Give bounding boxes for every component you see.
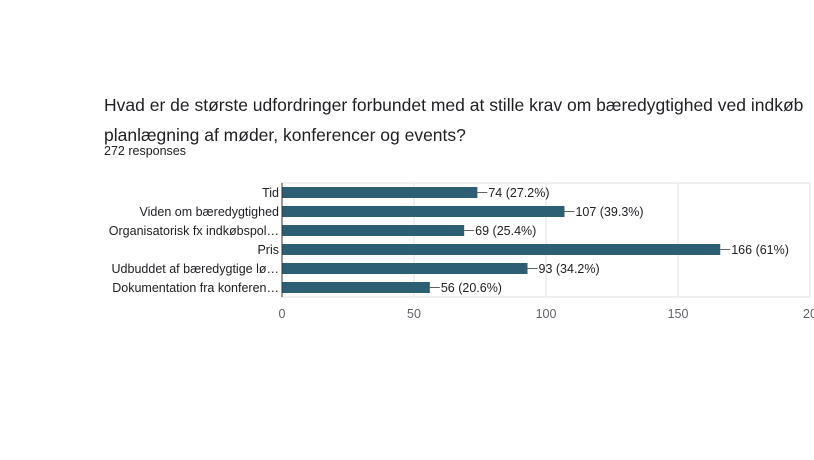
category-label: Dokumentation fra konferen… bbox=[112, 281, 279, 295]
question-title: Hvad er de største udfordringer forbunde… bbox=[104, 95, 804, 145]
x-tick-label: 150 bbox=[668, 307, 689, 321]
data-label: 74 (27.2%) bbox=[488, 186, 549, 200]
data-label: 107 (39.3%) bbox=[575, 205, 643, 219]
x-tick-label: 20 bbox=[803, 307, 814, 321]
x-tick-label: 50 bbox=[407, 307, 421, 321]
data-label: 93 (34.2%) bbox=[539, 262, 600, 276]
bar bbox=[282, 206, 565, 217]
bar bbox=[282, 263, 528, 274]
bar bbox=[282, 187, 478, 198]
bar bbox=[282, 244, 721, 255]
category-label: Viden om bæredygtighed bbox=[140, 205, 279, 219]
data-label: 56 (20.6%) bbox=[441, 281, 502, 295]
x-tick-label: 0 bbox=[279, 307, 286, 321]
category-label: Tid bbox=[262, 186, 279, 200]
category-label: Pris bbox=[257, 243, 279, 257]
x-tick-label: 100 bbox=[536, 307, 557, 321]
bar bbox=[282, 282, 430, 293]
data-label: 166 (61%) bbox=[731, 243, 789, 257]
response-count: 272 responses bbox=[104, 144, 187, 158]
category-label: Udbuddet af bæredygtige lø… bbox=[112, 262, 279, 276]
bar bbox=[282, 225, 465, 236]
category-label: Organisatorisk fx indkøbspol… bbox=[109, 224, 279, 238]
data-label: 69 (25.4%) bbox=[475, 224, 536, 238]
